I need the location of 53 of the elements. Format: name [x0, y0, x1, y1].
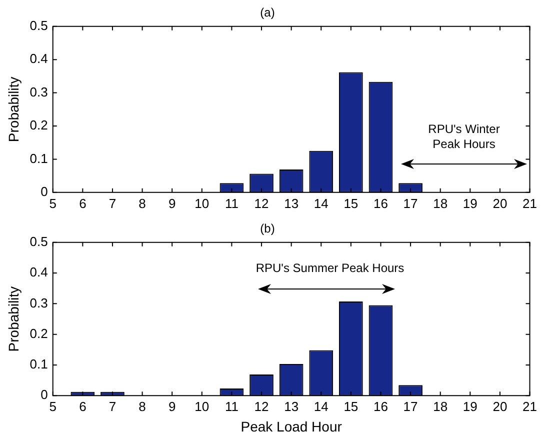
x-tick-label: 12: [254, 398, 269, 414]
y-tick-label: 0.2: [30, 326, 48, 341]
y-tick-label: 0.4: [30, 264, 48, 280]
x-tick-label: 8: [138, 398, 146, 414]
x-tick-label: 13: [284, 196, 299, 211]
x-tick-label: 18: [433, 196, 448, 211]
y-tick-label: 0.1: [30, 356, 48, 372]
x-axis-title: Peak Load Hour: [240, 418, 342, 434]
x-tick-label: 10: [194, 398, 210, 414]
annotation: RPU's Winter Peak Hours: [428, 122, 500, 152]
x-tick-label: 17: [403, 196, 418, 211]
x-tick-label: 14: [314, 398, 328, 414]
x-tick-label: 17: [403, 398, 418, 414]
y-tick-label: 0: [40, 387, 48, 402]
y-tick-label: 0: [40, 184, 48, 199]
x-tick-label: 16: [374, 196, 388, 211]
x-tick-label: 21: [522, 398, 538, 414]
x-tick-label: 20: [492, 398, 508, 414]
x-tick-label: 10: [194, 196, 210, 211]
x-tick-label: 5: [49, 398, 56, 414]
x-tick-label: 19: [462, 196, 478, 211]
y-tick-label: 0.5: [30, 18, 48, 33]
y-axis-title: Probability: [5, 286, 22, 352]
x-tick-label: 8: [138, 196, 146, 211]
annotation: RPU's Summer Peak Hours: [256, 261, 404, 276]
y-tick-label: 0.5: [30, 234, 48, 249]
y-tick-label: 0.3: [30, 84, 48, 100]
y-axis-title: Probability: [5, 76, 22, 142]
x-tick-label: 13: [284, 398, 299, 414]
x-tick-label: 11: [224, 398, 238, 414]
y-tick-label: 0.1: [30, 150, 48, 166]
x-tick-label: 11: [224, 196, 238, 211]
y-tick-label: 0.4: [30, 51, 48, 66]
x-tick-label: 9: [168, 196, 176, 211]
y-tick-label: 0.2: [30, 118, 48, 133]
x-tick-label: 6: [79, 398, 86, 414]
x-tick-label: 18: [433, 398, 448, 414]
x-tick-label: 16: [374, 398, 388, 414]
x-tick-label: 6: [79, 196, 86, 211]
chart-title: (b): [260, 222, 275, 236]
x-tick-label: 5: [49, 196, 56, 211]
chart-title: (a): [260, 6, 275, 20]
x-tick-label: 21: [522, 196, 538, 211]
x-tick-label: 9: [168, 398, 176, 414]
x-tick-label: 14: [314, 196, 328, 211]
x-tick-label: 20: [492, 196, 508, 211]
y-tick-label: 0.3: [30, 295, 48, 310]
x-tick-label: 19: [462, 398, 478, 414]
x-tick-label: 7: [108, 398, 116, 414]
x-tick-label: 12: [254, 196, 269, 211]
x-tick-label: 7: [108, 196, 116, 211]
x-tick-label: 15: [344, 398, 358, 414]
x-tick-label: 15: [344, 196, 358, 211]
